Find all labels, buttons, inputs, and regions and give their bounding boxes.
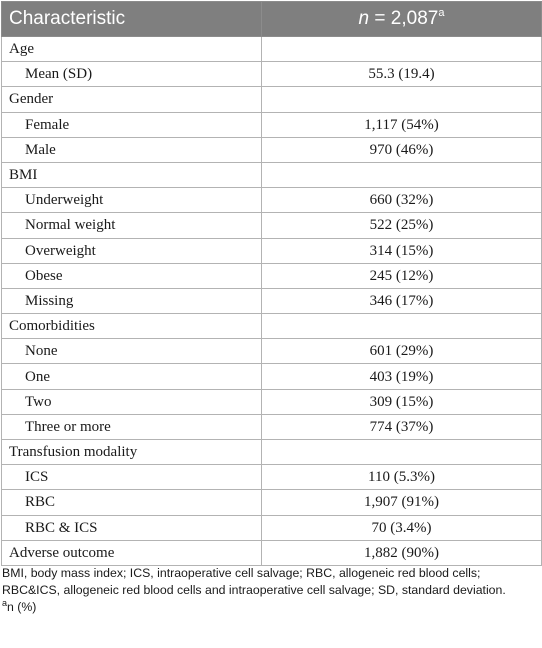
table-row: One 403 (19%) (1, 363, 542, 390)
row-value: 601 (29%) (261, 338, 542, 365)
row-value: 970 (46%) (261, 136, 542, 163)
table-row: RBC 1,907 (91%) (1, 489, 542, 516)
abbreviations-note: BMI, body mass index; ICS, intraoperativ… (2, 566, 506, 597)
table-body: Age Mean (SD) 55.3 (19.4) Gender Female 1,117… (1, 35, 542, 566)
row-sublabel: Normal weight (1, 212, 262, 239)
characteristic-column-header: Characteristic (1, 1, 262, 37)
table-row: ICS 110 (5.3%) (1, 464, 542, 491)
row-value: 245 (12%) (261, 262, 542, 289)
table-row: Missing 346 (17%) (1, 287, 542, 315)
table-row: Male 970 (46%) (1, 136, 542, 163)
row-label: BMI (1, 161, 262, 189)
row-value: 55.3 (19.4) (261, 61, 542, 88)
table-footnote: BMI, body mass index; ICS, intraoperativ… (2, 565, 532, 616)
n-symbol: n (358, 8, 370, 29)
row-sublabel: Underweight (1, 187, 262, 214)
table-row: Three or more 774 (37%) (1, 413, 542, 441)
table-row: Transfusion modality (1, 438, 542, 466)
row-value: 70 (3.4%) (261, 514, 542, 541)
table-row: RBC & ICS 70 (3.4%) (1, 514, 542, 541)
row-value: 1,882 (90%) (261, 539, 542, 566)
row-label: Comorbidities (1, 313, 262, 340)
row-value: 309 (15%) (261, 388, 542, 415)
row-sublabel: None (1, 338, 262, 365)
table-row: Adverse outcome 1,882 (90%) (1, 539, 542, 566)
row-sublabel: Two (1, 388, 262, 415)
table-row: Two 309 (15%) (1, 388, 542, 415)
table-row: Normal weight 522 (25%) (1, 212, 542, 239)
table-row: Underweight 660 (32%) (1, 187, 542, 214)
n-total: = 2,087 (369, 8, 439, 29)
table-row: Female 1,117 (54%) (1, 111, 542, 138)
table-row: BMI (1, 161, 542, 189)
n-percent-note: an (%) (2, 599, 532, 616)
row-value (261, 313, 542, 340)
row-label: Gender (1, 86, 262, 113)
row-sublabel: Obese (1, 262, 262, 289)
row-sublabel: Male (1, 136, 262, 163)
row-label: Transfusion modality (1, 438, 262, 466)
row-value: 403 (19%) (261, 363, 542, 390)
row-value: 1,117 (54%) (261, 111, 542, 138)
row-value: 110 (5.3%) (261, 464, 542, 491)
row-sublabel: Overweight (1, 237, 262, 264)
table-row: Obese 245 (12%) (1, 262, 542, 289)
row-value (261, 161, 542, 189)
row-value (261, 438, 542, 466)
row-value: 314 (15%) (261, 237, 542, 264)
row-value: 522 (25%) (261, 212, 542, 239)
table-row: Overweight 314 (15%) (1, 237, 542, 264)
row-label: Adverse outcome (1, 539, 262, 566)
row-value: 774 (37%) (261, 413, 542, 441)
table-row: None 601 (29%) (1, 338, 542, 365)
row-sublabel: RBC (1, 489, 262, 516)
row-sublabel: RBC & ICS (1, 514, 262, 541)
row-value (261, 35, 542, 63)
table-row: Comorbidities (1, 313, 542, 340)
footnote-marker: a (438, 7, 445, 19)
row-sublabel: Missing (1, 287, 262, 315)
row-sublabel: Three or more (1, 413, 262, 441)
row-value: 1,907 (91%) (261, 489, 542, 516)
table-row: Age (1, 35, 542, 63)
row-value: 346 (17%) (261, 287, 542, 315)
row-sublabel: One (1, 363, 262, 390)
row-sublabel: Female (1, 111, 262, 138)
footnote-marker: a (2, 598, 8, 608)
n-column-header: n = 2,087a (261, 1, 542, 37)
row-value (261, 86, 542, 113)
table-row: Mean (SD) 55.3 (19.4) (1, 61, 542, 88)
table-header-row: Characteristic n = 2,087a (1, 1, 542, 37)
characteristics-table: Characteristic n = 2,087a Age Mean (SD) 55… (1, 1, 542, 566)
row-label: Age (1, 35, 262, 63)
row-value: 660 (32%) (261, 187, 542, 214)
table-row: Gender (1, 86, 542, 113)
row-sublabel: Mean (SD) (1, 61, 262, 88)
row-sublabel: ICS (1, 464, 262, 491)
note-text: n (%) (7, 600, 37, 614)
